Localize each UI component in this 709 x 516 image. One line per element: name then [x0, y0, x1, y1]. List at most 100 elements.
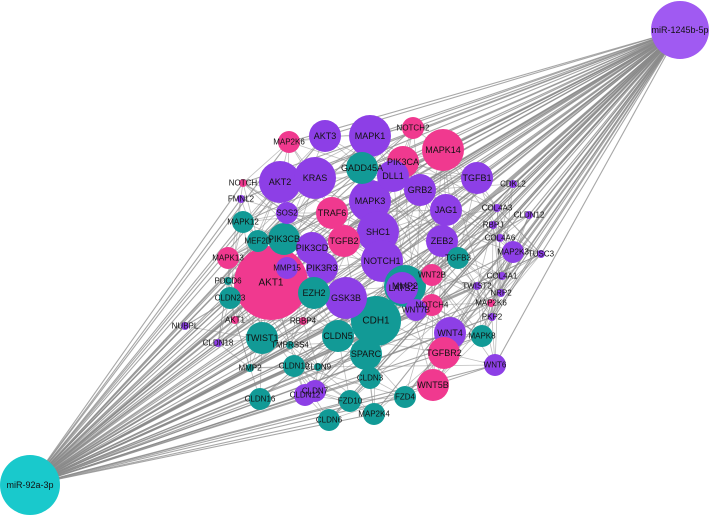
network-labels: AKT3 MAPK1 NOTCH2 MAP2K6 MAPK14 PIK3CA GADD45A…	[6, 25, 708, 490]
gene-label-cdkl2: CDKL2	[500, 180, 526, 189]
gene-node-grb2[interactable]	[404, 174, 436, 206]
gene-node-tgfbr2[interactable]	[428, 337, 460, 369]
mirna-node-mir-92a-3p[interactable]	[0, 455, 60, 515]
gene-node-mapk8[interactable]	[471, 325, 493, 347]
gene-node-fzd4[interactable]	[394, 386, 416, 408]
gene-label-grb2: GRB2	[408, 185, 433, 195]
gene-node-mmp15[interactable]	[276, 257, 298, 279]
gene-node-cldn5[interactable]	[322, 320, 354, 352]
gene-node-zeb2[interactable]	[426, 225, 458, 257]
gene-node-sparc[interactable]	[350, 338, 382, 370]
gene-node-cldn6[interactable]	[318, 409, 340, 431]
mirna-node-mir-1245b-5p[interactable]	[651, 1, 709, 59]
gene-node-tgfb1[interactable]	[461, 162, 493, 194]
gene-node-wnt7b[interactable]	[405, 299, 427, 321]
gene-label-nrp2: NRP2	[490, 289, 512, 298]
mirna-edge-2-4	[29, 141, 290, 486]
gene-node-lats2[interactable]	[386, 272, 418, 304]
mirna-edge-2-41	[29, 282, 272, 486]
gene-label-tgfb2: TGFB2	[329, 236, 358, 246]
gene-node-tmprss4[interactable]	[286, 341, 294, 349]
gene-node-pik3r3[interactable]	[306, 252, 338, 284]
gene-node-mmp2[interactable]	[246, 364, 254, 372]
gene-node-jag1[interactable]	[430, 194, 462, 226]
gene-node-dll1[interactable]	[377, 160, 409, 192]
mirna-edge-2-75	[29, 396, 406, 486]
gene-node-mapk12[interactable]	[232, 211, 254, 233]
mirna-edge-1-20	[286, 29, 681, 214]
gene-label-pik3ca: PIK3CA	[387, 157, 419, 167]
gene-node-cdkl2[interactable]	[509, 180, 517, 188]
gene-node-fmnl2[interactable]	[237, 195, 245, 203]
gene-label-cldn3: CLDN3	[357, 374, 384, 383]
gene-label-notch1: NOTCH1	[363, 256, 400, 266]
gene-node-tgfb3[interactable]	[447, 247, 469, 269]
gene-node-akt1[interactable]	[231, 316, 239, 324]
gene-node-kras[interactable]	[294, 157, 336, 199]
gene-node-cldn23[interactable]	[219, 287, 241, 309]
gene-label-mapk12: MAPK12	[227, 218, 259, 227]
gene-node-pkp2[interactable]	[488, 313, 496, 321]
gene-node-cldn19[interactable]	[283, 355, 305, 377]
gene-node-gsk3b[interactable]	[325, 277, 367, 319]
gene-node-mapk14[interactable]	[422, 129, 464, 171]
gene-node-tgfb2[interactable]	[328, 225, 360, 257]
gene-node-notch2[interactable]	[402, 117, 424, 139]
gene-node-mapk1[interactable]	[349, 115, 391, 157]
gene-label-cldn18: CLDN18	[203, 339, 234, 348]
gene-node-rbbp4[interactable]	[299, 317, 307, 325]
gene-node-pdcd6[interactable]	[224, 277, 232, 285]
gene-node-nubpl[interactable]	[181, 322, 189, 330]
gene-node-map2k4[interactable]	[363, 403, 385, 425]
gene-node-col4a6[interactable]	[496, 234, 504, 242]
mirna-edge-2-12	[29, 182, 244, 486]
gene-node-map2k6[interactable]	[487, 299, 495, 307]
gene-node-fzd10[interactable]	[339, 390, 361, 412]
gene-node-twist1[interactable]	[246, 322, 278, 354]
gene-node-rbpj[interactable]	[489, 221, 497, 229]
gene-node-col4a1[interactable]	[498, 272, 506, 280]
mirna-edge-2-77	[29, 419, 330, 486]
gene-node-tusc3[interactable]	[537, 250, 545, 258]
gene-node-twist2[interactable]	[473, 282, 481, 290]
mirna-edge-2-60	[29, 337, 263, 486]
gene-node-sos2[interactable]	[276, 202, 298, 224]
gene-label-cldn19: CLDN19	[279, 362, 310, 371]
gene-edge	[293, 365, 375, 415]
gene-node-cldn16[interactable]	[249, 388, 271, 410]
gene-node-wnt2b[interactable]	[421, 264, 443, 286]
gene-node-mef2d[interactable]	[247, 230, 269, 252]
mirna-edge-2-72	[29, 398, 261, 486]
gene-node-notch[interactable]	[239, 179, 247, 187]
mirna-edge-2-53	[29, 325, 186, 486]
gene-node-ezh2[interactable]	[298, 277, 330, 309]
gene-label-map2k6: MAP2K6	[273, 138, 305, 147]
gene-node-nrp2[interactable]	[497, 289, 505, 297]
gene-edge	[234, 319, 304, 322]
gene-label-akt3: AKT3	[314, 131, 337, 141]
gene-node-cldn9[interactable]	[314, 363, 322, 371]
gene-edge	[293, 365, 406, 398]
gene-label-cldn6: CLDN6	[316, 416, 343, 425]
gene-label-col4a1: COL4A1	[487, 272, 518, 281]
gene-node-wnt5b[interactable]	[417, 369, 449, 401]
gene-node-map2k3[interactable]	[502, 241, 524, 263]
gene-node-cldn18[interactable]	[214, 339, 222, 347]
gene-node-pik3cb[interactable]	[268, 223, 300, 255]
gene-edge	[501, 253, 542, 277]
gene-node-mapk13[interactable]	[217, 247, 239, 269]
gene-node-cldn12[interactable]	[294, 384, 316, 406]
gene-node-cldn12[interactable]	[525, 211, 533, 219]
gene-node-gadd45a[interactable]	[346, 152, 378, 184]
gene-node-cldn3[interactable]	[359, 367, 381, 389]
gene-node-akt3[interactable]	[309, 120, 341, 152]
gene-node-traf6[interactable]	[316, 197, 348, 229]
gene-node-col4a3[interactable]	[493, 204, 501, 212]
gene-label-wnt5b: WNT5B	[417, 380, 449, 390]
gene-node-map2k6[interactable]	[278, 131, 300, 153]
gene-label-tgfb1: TGFB1	[462, 173, 491, 183]
gene-node-wnt6[interactable]	[484, 354, 506, 376]
gene-label-cldn23: CLDN23	[215, 294, 246, 303]
gene-node-akt2[interactable]	[259, 161, 301, 203]
gene-edge	[337, 335, 445, 354]
